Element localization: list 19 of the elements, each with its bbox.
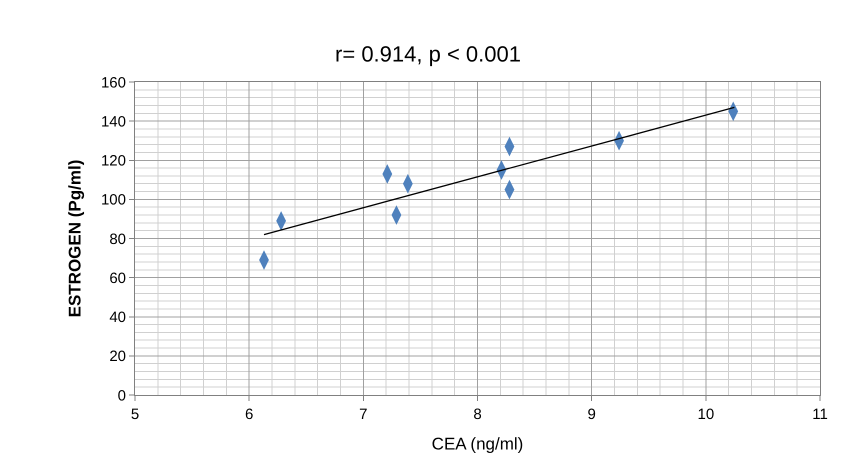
x-tick-label: 10 — [697, 406, 714, 423]
y-tick-label: 160 — [100, 74, 126, 92]
x-tick-label: 6 — [245, 406, 254, 423]
y-tick-label: 140 — [100, 113, 126, 130]
y-axis-title: ESTROGEN (Pg/ml) — [66, 160, 85, 318]
y-tick-label: 60 — [109, 270, 126, 287]
chart-title: r= 0.914, p < 0.001 — [335, 42, 521, 67]
x-tick-label: 5 — [130, 406, 140, 423]
y-tick-label: 20 — [109, 348, 126, 366]
y-tick-label: 100 — [100, 192, 126, 209]
y-tick-label: 0 — [118, 387, 126, 404]
x-tick-label: 9 — [588, 406, 596, 423]
y-tick-label: 120 — [100, 152, 126, 170]
y-tick-label: 80 — [109, 230, 126, 248]
y-tick-label: 40 — [109, 309, 126, 326]
x-axis-title: CEA (ng/ml) — [432, 434, 524, 454]
x-tick-label: 11 — [812, 406, 828, 423]
x-tick-label: 7 — [359, 406, 368, 423]
x-tick-label: 8 — [473, 406, 482, 423]
